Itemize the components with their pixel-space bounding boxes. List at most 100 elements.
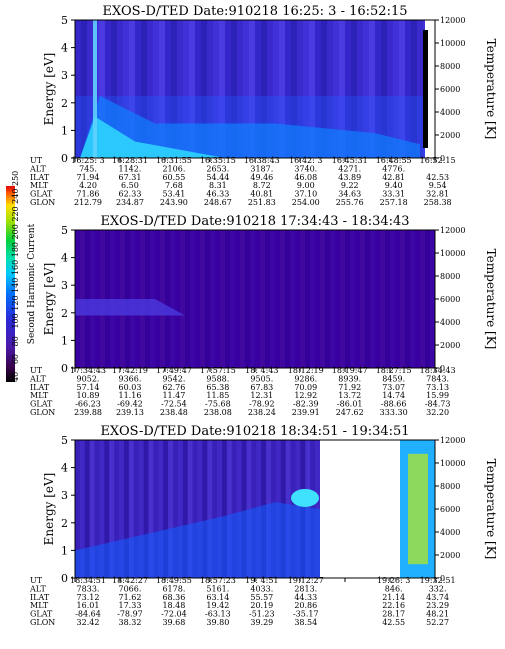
heatmap-cell xyxy=(310,230,316,368)
heatmap-cell xyxy=(375,20,382,158)
y2-tick-label: 12000 xyxy=(440,436,465,445)
table-cell: 55.57 xyxy=(250,593,273,602)
colorbar-tick-label: 180 xyxy=(11,242,20,257)
y2-tick-label: 4000 xyxy=(440,318,460,327)
heatmap-cell xyxy=(380,230,386,368)
table-cell: 37.10 xyxy=(294,190,317,199)
table-cell: 39.80 xyxy=(206,618,229,627)
heatmap-cell xyxy=(123,20,130,158)
heatmap-cell xyxy=(177,440,184,578)
y-tick-label: 2 xyxy=(61,517,68,530)
y2-tick-label: 4000 xyxy=(440,528,460,537)
table-cell: 44.33 xyxy=(294,593,317,602)
heatmap-cell xyxy=(285,230,291,368)
table-row-label: ILAT xyxy=(30,383,50,392)
table-cell: 254.00 xyxy=(292,198,320,207)
table-row-label: MLT xyxy=(30,181,49,190)
table-cell: 9588. xyxy=(206,374,229,383)
table-cell: 234.87 xyxy=(116,198,144,207)
heatmap-cell xyxy=(210,230,216,368)
table-cell: 23.29 xyxy=(426,601,449,610)
table-cell: 60.55 xyxy=(162,173,185,182)
table-cell: 46.08 xyxy=(294,173,317,182)
heatmap-cell xyxy=(109,440,115,578)
heatmap-cell xyxy=(219,20,226,158)
table-cell: 28.17 xyxy=(382,610,405,619)
table-row-label: GLAT xyxy=(30,400,53,409)
table-cell: 10.89 xyxy=(77,391,100,400)
table-cell: 7833. xyxy=(77,584,100,593)
heatmap-cell xyxy=(303,20,310,158)
table-cell: 239.88 xyxy=(74,408,102,417)
heatmap-cell xyxy=(261,20,268,158)
table-row-label: GLON xyxy=(30,618,55,627)
y2-tick-label: 8000 xyxy=(440,482,460,491)
heatmap-cell xyxy=(147,20,154,158)
heatmap-cell xyxy=(141,20,148,158)
table-cell: 7.68 xyxy=(165,181,183,190)
y2-tick-label: 4000 xyxy=(440,108,460,117)
heatmap-cell xyxy=(195,230,201,368)
heatmap-cell xyxy=(430,230,436,368)
table-row-label: UT xyxy=(30,366,43,375)
y-tick-label: 3 xyxy=(61,279,68,292)
table-cell: 243.90 xyxy=(160,198,188,207)
table-cell: 3740. xyxy=(294,164,317,173)
heatmap-cell xyxy=(168,440,174,578)
table-cell: 18:49:55 xyxy=(156,576,192,585)
table-cell: 9052. xyxy=(77,374,100,383)
table-cell: 12.92 xyxy=(294,391,317,400)
heatmap-cell xyxy=(360,230,366,368)
table-cell: 19:26: 3 xyxy=(377,576,410,585)
table-cell: 19:12:27 xyxy=(288,576,324,585)
heatmap-cell xyxy=(291,20,298,158)
table-cell: 16:35:15 xyxy=(200,156,236,165)
table-cell: 8.72 xyxy=(253,181,271,190)
heatmap-cell xyxy=(180,230,186,368)
y-axis-label: Energy [eV] xyxy=(42,53,56,126)
y-tick-label: 5 xyxy=(61,434,68,447)
colorbar-tick-label: 200 xyxy=(11,224,20,239)
y-tick-label: 3 xyxy=(61,489,68,502)
y-tick-label: 1 xyxy=(61,544,68,557)
heatmap-cell xyxy=(387,20,394,158)
table-cell: -51.23 xyxy=(249,610,275,619)
heatmap-cell xyxy=(195,20,202,158)
table-cell: 18:42:27 xyxy=(112,576,148,585)
table-cell: -35.17 xyxy=(293,610,319,619)
table-cell: 16:28:31 xyxy=(112,156,148,165)
table-cell: 6.50 xyxy=(121,181,139,190)
heatmap-last-core xyxy=(408,453,428,565)
heatmap-hotspot xyxy=(291,488,319,507)
heatmap-cell xyxy=(309,20,316,158)
heatmap-cell xyxy=(270,230,276,368)
heatmap-cell xyxy=(335,230,341,368)
table-cell: 7066. xyxy=(119,584,142,593)
table-cell: 18:12:19 xyxy=(288,366,324,375)
heatmap-cell xyxy=(159,20,166,158)
table-cell: 4271. xyxy=(338,164,361,173)
heatmap-cell xyxy=(267,20,274,158)
table-cell: 3187. xyxy=(250,164,273,173)
panel-title-3: EXOS-D/TED Date:910218 18:34:51 - 19:34:… xyxy=(100,424,409,439)
heatmap-cell xyxy=(265,230,271,368)
y2-tick-label: 0 xyxy=(440,154,445,163)
heatmap-cell xyxy=(300,230,306,368)
heatmap-cell xyxy=(75,20,82,158)
heatmap-cell xyxy=(350,230,356,368)
table-cell: 8.31 xyxy=(209,181,227,190)
heatmap-low-energy-band xyxy=(80,95,420,158)
heatmap-cell xyxy=(405,20,412,158)
heatmap-cell xyxy=(87,20,94,158)
heatmap-cell xyxy=(99,20,106,158)
heatmap-1 xyxy=(75,20,436,158)
y2-tick-label: 6000 xyxy=(440,85,460,94)
y-tick-label: 2 xyxy=(61,97,68,110)
table-cell: 238.48 xyxy=(160,408,188,417)
heatmap-cell xyxy=(290,230,296,368)
table-cell: 40.81 xyxy=(250,190,273,199)
heatmap-cell xyxy=(249,20,256,158)
heatmap-cell xyxy=(393,20,400,158)
heatmap-cell xyxy=(105,20,112,158)
